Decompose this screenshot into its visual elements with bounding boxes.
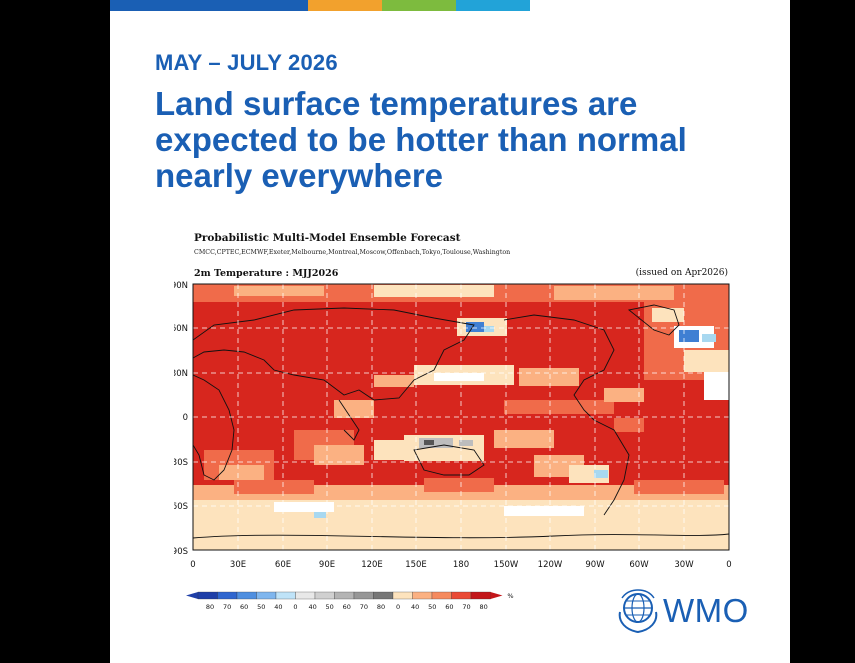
lon-label: 30E (230, 560, 246, 570)
lon-label: 0 (726, 560, 731, 570)
legend-colorbar (186, 591, 503, 600)
lat-label: 30N (174, 369, 188, 379)
legend-tick-label: 60 (240, 603, 248, 611)
lon-label: 30W (674, 560, 694, 570)
legend-tick-label: 70 (223, 603, 231, 611)
legend-swatch (431, 591, 452, 600)
lon-label: 90W (585, 560, 605, 570)
legend-arrow-left (186, 592, 198, 599)
lon-label: 120E (361, 560, 383, 570)
lon-label: 120W (538, 560, 563, 570)
legend-swatch (412, 591, 433, 600)
forecast-map: 90N 60N 30N 0 30S 60S 90S 0 30E 60E 90E … (174, 281, 732, 611)
forecast-title: Probabilistic Multi-Model Ensemble Forec… (194, 232, 461, 244)
lat-label: 30S (174, 458, 188, 468)
brand-stripe-cyan (456, 0, 530, 11)
legend-swatch (334, 591, 355, 600)
map-field (193, 284, 729, 550)
legend-swatch (314, 591, 335, 600)
legend-unit: % (507, 592, 513, 600)
lon-label: 0 (190, 560, 195, 570)
forecast-variable: 2m Temperature : MJJ2026 (194, 268, 339, 279)
legend-tick-label: 80 (479, 603, 487, 611)
lon-label: 60W (629, 560, 649, 570)
lon-label: 180 (453, 560, 469, 570)
legend-tick-label: 70 (360, 603, 368, 611)
legend-tick-label: 60 (343, 603, 351, 611)
forecast-models: CMCC,CPTEC,ECMWF,Exeter,Melbourne,Montre… (194, 249, 511, 256)
lat-label: 90N (174, 281, 188, 291)
wmo-emblem-icon (618, 589, 658, 634)
legend-tick-label: 40 (411, 603, 419, 611)
legend-tick-label: 80 (377, 603, 385, 611)
legend-swatch (451, 591, 472, 600)
lon-label: 60E (275, 560, 291, 570)
legend-tick-label: 40 (308, 603, 316, 611)
wmo-logo-text: WMO (663, 592, 749, 629)
lon-label: 150W (494, 560, 519, 570)
map-frame (192, 283, 730, 551)
legend-labels: 80 70 60 50 40 0 40 50 60 70 80 0 40 50 60 70 80% (206, 592, 514, 611)
legend-tick-label: 80 (206, 603, 214, 611)
legend-swatch (275, 591, 296, 600)
legend-tick-label: 40 (274, 603, 282, 611)
legend-swatch (392, 591, 413, 600)
legend-swatch (295, 591, 316, 600)
legend-swatch (217, 591, 238, 600)
legend-tick-label: 70 (462, 603, 470, 611)
legend-tick-label: 0 (396, 603, 400, 611)
legend-swatch (197, 591, 218, 600)
lon-label: 150E (405, 560, 427, 570)
legend-swatch (353, 591, 374, 600)
lon-label: 90E (319, 560, 335, 570)
legend-tick-label: 0 (293, 603, 297, 611)
brand-stripe-green (382, 0, 456, 11)
legend-arrow-right (490, 592, 503, 599)
brand-stripe-orange (308, 0, 382, 11)
brand-stripe-blue (110, 0, 308, 11)
lat-label: 0 (183, 413, 188, 423)
lat-label: 60N (174, 324, 188, 334)
headline: Land surface temperatures are expected t… (155, 85, 687, 194)
legend-tick-label: 50 (428, 603, 436, 611)
coastlines (193, 304, 729, 539)
legend-tick-label: 50 (326, 603, 334, 611)
legend-tick-label: 50 (257, 603, 265, 611)
date-range: MAY – JULY 2026 (155, 50, 338, 75)
forecast-issued: (issued on Apr2026) (635, 268, 728, 278)
lat-label: 90S (174, 547, 188, 557)
legend-tick-label: 60 (445, 603, 453, 611)
infographic-panel: MAY – JULY 2026 Land surface temperature… (110, 0, 790, 663)
legend-swatch (373, 591, 394, 600)
legend-swatch (236, 591, 257, 600)
legend-swatch (256, 591, 277, 600)
legend-swatch (470, 591, 491, 600)
lat-label: 60S (174, 502, 188, 512)
